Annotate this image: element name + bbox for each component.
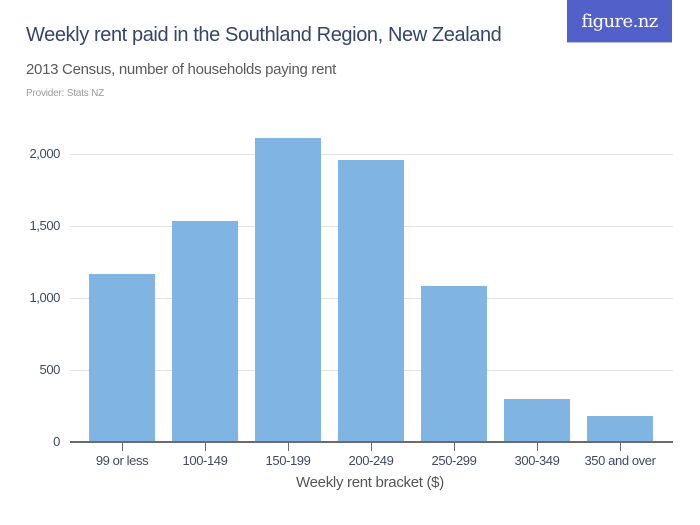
x-tick: [371, 443, 372, 451]
x-tick-label: 99 or less: [95, 453, 149, 468]
gridline-2000: [70, 154, 673, 155]
y-tick-label: 1,000: [29, 290, 60, 305]
x-tick: [620, 443, 621, 451]
x-tick: [537, 443, 538, 451]
bar[interactable]: [421, 286, 487, 442]
bar[interactable]: [89, 274, 155, 442]
y-tick-label: 500: [39, 362, 61, 377]
y-tick-label: 0: [53, 434, 60, 449]
chart-title: Weekly rent paid in the Southland Region…: [26, 24, 502, 46]
x-tick: [288, 443, 289, 451]
x-tick-label: 150-199: [265, 453, 311, 468]
bar[interactable]: [587, 416, 653, 442]
provider-text: Provider: Stats NZ: [26, 88, 105, 99]
bar[interactable]: [504, 399, 570, 442]
y-tick-label: 2,000: [29, 146, 60, 161]
bar[interactable]: [172, 221, 238, 442]
bar[interactable]: [255, 138, 321, 442]
y-tick-label: 1,500: [29, 218, 60, 233]
bar[interactable]: [338, 160, 404, 442]
chart-subtitle: 2013 Census, number of households paying…: [26, 61, 337, 78]
x-tick-label: 250-299: [431, 453, 477, 468]
x-axis-title: Weekly rent bracket ($): [296, 474, 444, 491]
x-tick: [122, 443, 123, 451]
x-tick: [205, 443, 206, 451]
x-tick: [454, 443, 455, 451]
x-tick-label: 200-249: [348, 453, 394, 468]
x-tick-label: 300-349: [514, 453, 560, 468]
figure-nz-logo[interactable]: figure.nz: [567, 0, 672, 43]
x-axis-line: [70, 441, 673, 443]
x-tick-label: 100-149: [182, 453, 228, 468]
logo-text: figure.nz: [581, 10, 658, 32]
x-tick-label: 350 and over: [584, 453, 656, 468]
